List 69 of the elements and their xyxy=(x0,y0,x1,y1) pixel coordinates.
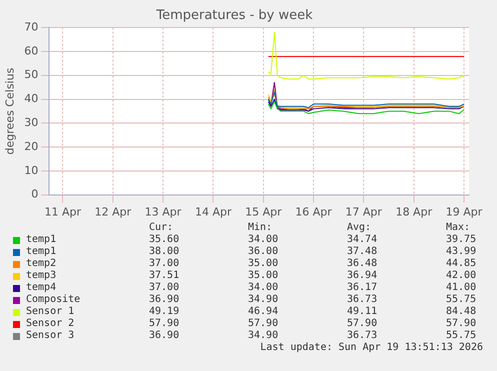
x-tick-label: 12 Apr xyxy=(94,205,132,218)
text: 38.00 xyxy=(149,246,180,258)
text: Last update: Sun Apr 19 13:51:13 2026 xyxy=(260,342,483,354)
text: 55.75 xyxy=(446,294,476,306)
text: 84.48 xyxy=(446,306,476,318)
text: 36.73 xyxy=(347,294,378,306)
text: Max: xyxy=(446,222,470,234)
y-tick-label: 60 xyxy=(24,44,38,58)
text: 36.73 xyxy=(347,330,378,342)
text: 37.00 xyxy=(149,258,180,270)
text: 57.90 xyxy=(347,318,378,330)
y-tick-label: 70 xyxy=(24,20,38,34)
legend-label: temp3 xyxy=(26,270,56,282)
text: 57.90 xyxy=(149,318,180,330)
text: 34.74 xyxy=(347,234,378,246)
text: 37.00 xyxy=(149,282,180,294)
legend-label: Sensor 3 xyxy=(26,330,74,342)
y-tick-label: 30 xyxy=(24,116,38,129)
text: 46.94 xyxy=(248,306,278,318)
text: 36.48 xyxy=(347,258,378,270)
x-tick-label: 15 Apr xyxy=(245,205,282,218)
legend-label: Sensor 2 xyxy=(26,318,74,330)
x-tick-label: 13 Apr xyxy=(144,205,182,218)
text: 34.00 xyxy=(248,234,278,246)
y-tick-label: 0 xyxy=(31,188,38,201)
text: 37.48 xyxy=(347,246,378,258)
text: Avg: xyxy=(347,222,372,234)
text: 36.94 xyxy=(347,270,378,282)
y-tick-label: 50 xyxy=(24,68,38,82)
legend-label: temp1 xyxy=(26,234,56,246)
text: 44.85 xyxy=(446,258,476,270)
x-tick-label: 11 Apr xyxy=(44,205,82,218)
text: Min: xyxy=(248,222,272,234)
text: 57.90 xyxy=(446,318,476,330)
text: 55.75 xyxy=(446,330,476,342)
y-tick-label: 20 xyxy=(24,140,38,153)
x-tick-label: 19 Apr xyxy=(446,205,483,218)
legend-label: temp4 xyxy=(26,282,56,294)
text: 35.00 xyxy=(248,258,278,270)
legend-label: temp2 xyxy=(26,258,56,270)
text: 49.19 xyxy=(149,306,180,318)
text: 34.90 xyxy=(248,330,278,342)
text: Cur: xyxy=(149,222,174,234)
y-tick-label: 10 xyxy=(24,164,38,177)
text: 42.00 xyxy=(446,270,476,282)
text: 35.00 xyxy=(248,270,278,282)
x-tick-label: 18 Apr xyxy=(396,205,433,218)
text: 37.51 xyxy=(149,270,180,282)
text: 57.90 xyxy=(248,318,278,330)
text: 36.00 xyxy=(248,246,278,258)
text: 36.90 xyxy=(149,330,180,342)
text: 34.90 xyxy=(248,294,278,306)
y-axis-title: degrees Celsius xyxy=(3,68,16,155)
x-tick-label: 17 Apr xyxy=(345,205,382,218)
text: 43.99 xyxy=(446,246,476,258)
y-tick-label: 40 xyxy=(24,92,38,106)
x-tick-label: 14 Apr xyxy=(194,205,232,218)
chart-title: Temperatures - by week xyxy=(155,8,314,24)
text: 36.17 xyxy=(347,282,378,294)
legend-label: temp1 xyxy=(26,246,56,258)
text: 34.00 xyxy=(248,282,278,294)
text: 36.90 xyxy=(149,294,180,306)
text: 39.75 xyxy=(446,234,476,246)
legend-label: Sensor 1 xyxy=(26,306,74,318)
legend-label: Composite xyxy=(26,294,80,306)
text: 35.60 xyxy=(149,234,180,246)
text: 41.00 xyxy=(446,282,476,294)
x-tick-label: 16 Apr xyxy=(295,205,332,218)
text: 49.11 xyxy=(347,306,378,318)
